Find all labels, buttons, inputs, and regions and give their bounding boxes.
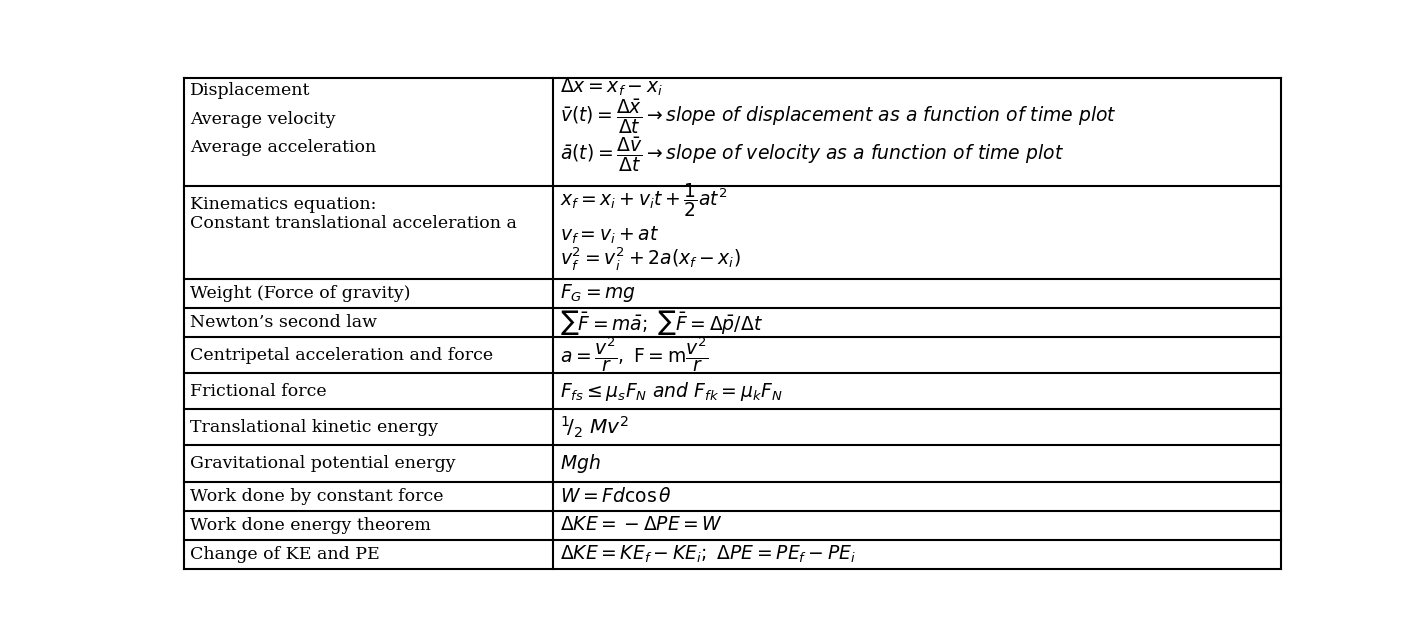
Text: Translational kinetic energy: Translational kinetic energy: [191, 419, 439, 436]
Text: $W = Fd\cos\theta$: $W = Fd\cos\theta$: [560, 487, 672, 506]
Text: Centripetal acceleration and force: Centripetal acceleration and force: [191, 347, 493, 363]
Text: $\bar{v}(t) = \dfrac{\Delta \bar{x}}{\Delta t}$$\rightarrow \mathit{slope\ of\ d: $\bar{v}(t) = \dfrac{\Delta \bar{x}}{\De…: [560, 98, 1117, 136]
Text: Work done by constant force: Work done by constant force: [191, 488, 443, 505]
Text: $x_f = x_i + v_i t + \dfrac{1}{2} at^2$: $x_f = x_i + v_i t + \dfrac{1}{2} at^2$: [560, 181, 727, 219]
Text: Displacement: Displacement: [191, 82, 311, 100]
Text: $\sum \bar{F} = m\bar{a};\ \sum \bar{F} = \Delta \bar{p}/\Delta t$: $\sum \bar{F} = m\bar{a};\ \sum \bar{F} …: [560, 308, 763, 337]
Text: Kinematics equation:: Kinematics equation:: [191, 196, 376, 213]
Text: $\Delta KE = -\Delta PE = W$: $\Delta KE = -\Delta PE = W$: [560, 516, 723, 534]
Text: $v_f^2 = v_i^2 + 2a(x_f - x_i)$: $v_f^2 = v_i^2 + 2a(x_f - x_i)$: [560, 245, 742, 272]
Text: $F_{fs} \leq \mu_s F_N\ \mathit{and}\ F_{fk} = \mu_k F_N$: $F_{fs} \leq \mu_s F_N\ \mathit{and}\ F_…: [560, 379, 783, 403]
Text: Newton’s second law: Newton’s second law: [191, 314, 378, 331]
Text: $a{=}\dfrac{v^2}{r},\ \mathrm{F{=}m}\dfrac{v^2}{r}$: $a{=}\dfrac{v^2}{r},\ \mathrm{F{=}m}\dfr…: [560, 336, 709, 374]
Text: Gravitational potential energy: Gravitational potential energy: [191, 455, 456, 472]
Text: Average acceleration: Average acceleration: [191, 139, 376, 155]
Text: $\Delta x = x_f - x_i$: $\Delta x = x_f - x_i$: [560, 77, 663, 98]
Text: $Mgh$: $Mgh$: [560, 452, 600, 475]
Text: $^{1}\!/_{2}\ Mv^2$: $^{1}\!/_{2}\ Mv^2$: [560, 415, 629, 440]
Text: Work done energy theorem: Work done energy theorem: [191, 517, 431, 534]
Text: $\Delta KE = KE_f - KE_i;\ \Delta PE = PE_f - PE_i$: $\Delta KE = KE_f - KE_i;\ \Delta PE = P…: [560, 544, 856, 565]
Text: Weight (Force of gravity): Weight (Force of gravity): [191, 285, 411, 302]
Text: Change of KE and PE: Change of KE and PE: [191, 546, 381, 563]
Text: $\bar{a}(t) = \dfrac{\Delta \bar{v}}{\Delta t}$$\rightarrow \mathit{slope\ of\ v: $\bar{a}(t) = \dfrac{\Delta \bar{v}}{\De…: [560, 135, 1064, 174]
Text: $F_G{=}mg$: $F_G{=}mg$: [560, 282, 636, 304]
Text: $v_f = v_i + at$: $v_f = v_i + at$: [560, 225, 659, 246]
Text: Average velocity: Average velocity: [191, 110, 337, 128]
Text: Constant translational acceleration a: Constant translational acceleration a: [191, 214, 518, 232]
Text: Frictional force: Frictional force: [191, 383, 327, 400]
